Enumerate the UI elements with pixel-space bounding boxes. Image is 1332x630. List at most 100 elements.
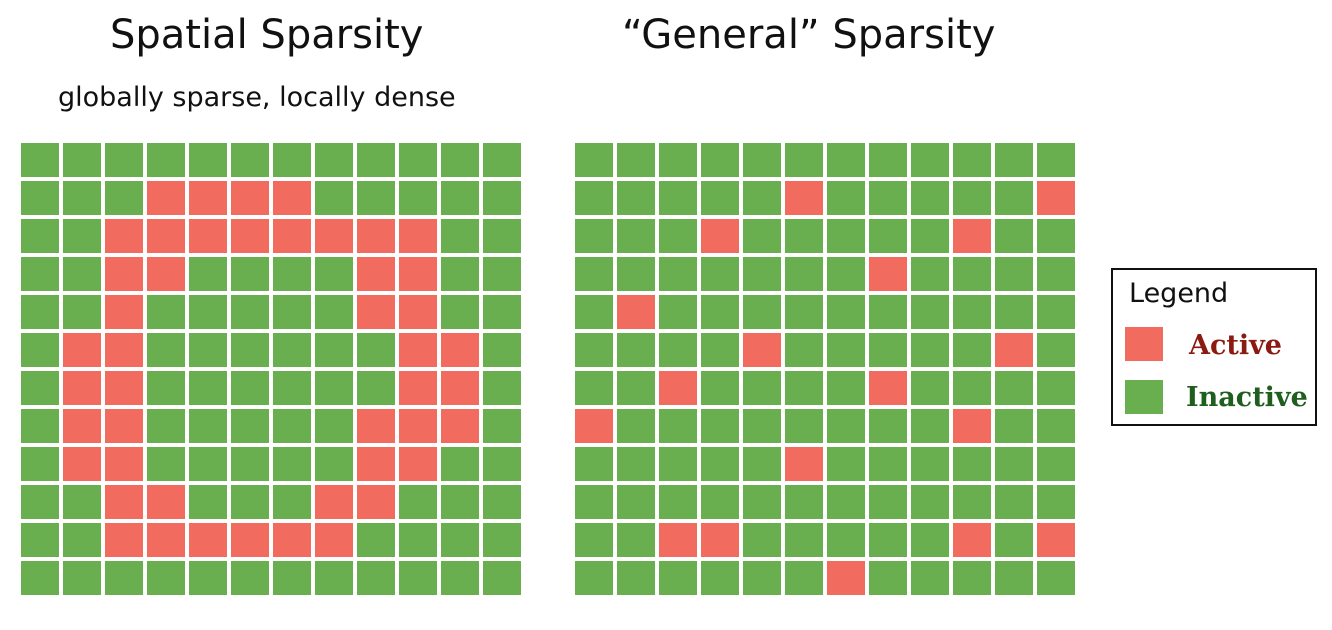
inactive-cell: [953, 295, 991, 329]
inactive-cell: [357, 143, 395, 177]
inactive-cell: [617, 257, 655, 291]
inactive-cell: [869, 143, 907, 177]
inactive-cell: [785, 485, 823, 519]
inactive-cell: [399, 485, 437, 519]
inactive-cell: [827, 257, 865, 291]
inactive-cell: [743, 523, 781, 557]
active-cell: [357, 485, 395, 519]
inactive-cell: [953, 333, 991, 367]
active-cell: [399, 295, 437, 329]
active-cell: [315, 219, 353, 253]
inactive-cell: [869, 561, 907, 595]
inactive-cell: [953, 561, 991, 595]
inactive-cell: [1037, 371, 1075, 405]
inactive-cell: [743, 143, 781, 177]
active-cell: [575, 409, 613, 443]
inactive-cell: [911, 143, 949, 177]
inactive-cell: [617, 219, 655, 253]
inactive-cell: [21, 219, 59, 253]
inactive-cell: [273, 295, 311, 329]
active-cell: [659, 371, 697, 405]
inactive-cell: [701, 409, 739, 443]
inactive-cell: [575, 257, 613, 291]
active-cell: [147, 257, 185, 291]
active-cell: [441, 371, 479, 405]
active-cell: [441, 333, 479, 367]
inactive-cell: [743, 561, 781, 595]
inactive-cell: [315, 143, 353, 177]
inactive-cell: [441, 447, 479, 481]
inactive-cell: [21, 181, 59, 215]
inactive-cell: [315, 447, 353, 481]
inactive-cell: [483, 447, 521, 481]
inactive-cell: [189, 143, 227, 177]
inactive-cell: [995, 447, 1033, 481]
inactive-cell: [911, 561, 949, 595]
inactive-cell: [617, 561, 655, 595]
inactive-cell: [953, 181, 991, 215]
inactive-cell: [785, 295, 823, 329]
inactive-cell: [911, 257, 949, 291]
active-cell: [827, 561, 865, 595]
inactive-cell: [189, 447, 227, 481]
inactive-cell: [21, 333, 59, 367]
inactive-cell: [617, 523, 655, 557]
inactive-cell: [743, 295, 781, 329]
active-cell: [273, 181, 311, 215]
inactive-cell: [483, 561, 521, 595]
inactive-cell: [869, 409, 907, 443]
inactive-cell: [659, 257, 697, 291]
inactive-cell: [659, 333, 697, 367]
inactive-cell: [147, 409, 185, 443]
inactive-cell: [953, 485, 991, 519]
inactive-cell: [995, 143, 1033, 177]
active-cell: [953, 219, 991, 253]
active-cell: [63, 371, 101, 405]
active-cell: [399, 409, 437, 443]
inactive-cell: [869, 219, 907, 253]
inactive-cell: [617, 333, 655, 367]
inactive-cell: [701, 561, 739, 595]
active-cell: [105, 409, 143, 443]
inactive-cell: [21, 485, 59, 519]
inactive-cell: [785, 561, 823, 595]
active-cell: [743, 333, 781, 367]
inactive-cell: [785, 409, 823, 443]
inactive-cell: [147, 295, 185, 329]
inactive-cell: [785, 143, 823, 177]
active-cell: [953, 523, 991, 557]
inactive-cell: [1037, 295, 1075, 329]
inactive-cell: [273, 447, 311, 481]
spatial-sparsity-grid: [21, 143, 521, 595]
inactive-cell: [701, 447, 739, 481]
inactive-cell: [1037, 257, 1075, 291]
inactive-cell: [231, 333, 269, 367]
active-cell: [701, 523, 739, 557]
general-sparsity-title: “General” Sparsity: [622, 12, 996, 58]
inactive-cell: [701, 295, 739, 329]
active-cell: [105, 257, 143, 291]
inactive-cell: [231, 295, 269, 329]
inactive-cell: [617, 143, 655, 177]
inactive-cell: [617, 485, 655, 519]
inactive-cell: [273, 333, 311, 367]
inactive-cell: [231, 485, 269, 519]
inactive-cell: [1037, 409, 1075, 443]
inactive-cell: [63, 181, 101, 215]
inactive-cell: [869, 485, 907, 519]
inactive-cell: [911, 219, 949, 253]
inactive-cell: [315, 257, 353, 291]
inactive-cell: [701, 333, 739, 367]
inactive-cell: [21, 561, 59, 595]
inactive-cell: [189, 295, 227, 329]
inactive-cell: [869, 523, 907, 557]
active-cell: [231, 219, 269, 253]
inactive-cell: [189, 561, 227, 595]
inactive-cell: [575, 523, 613, 557]
active-cell: [63, 409, 101, 443]
inactive-cell: [617, 409, 655, 443]
inactive-cell: [147, 143, 185, 177]
inactive-cell: [189, 485, 227, 519]
inactive-cell: [575, 447, 613, 481]
inactive-cell: [63, 523, 101, 557]
